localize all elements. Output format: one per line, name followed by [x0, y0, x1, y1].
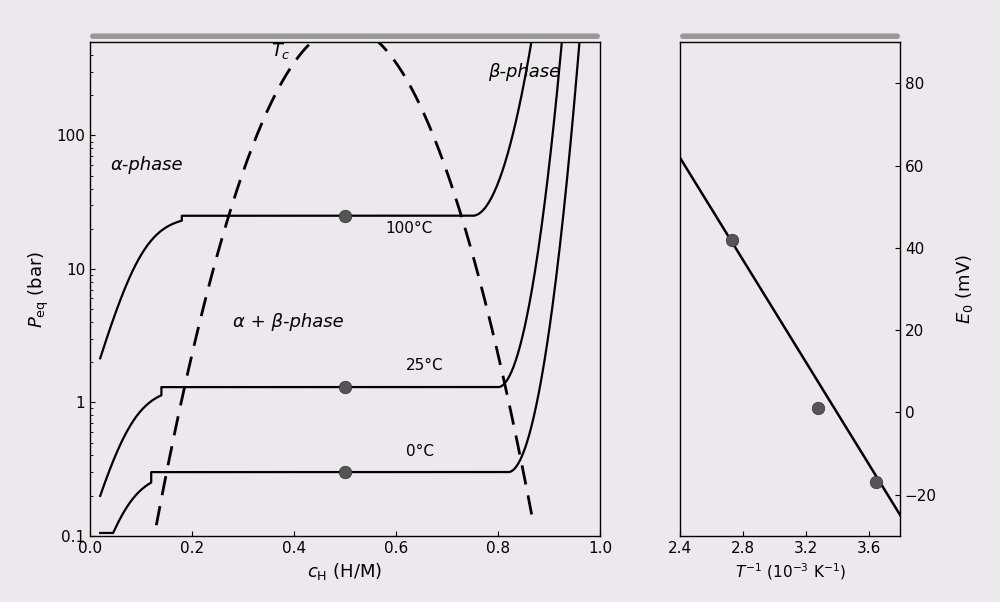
Text: 0°C: 0°C: [406, 444, 434, 459]
X-axis label: $T^{-1}$ (10$^{-3}$ K$^{-1}$): $T^{-1}$ (10$^{-3}$ K$^{-1}$): [735, 561, 845, 582]
Text: α-phase: α-phase: [110, 156, 183, 174]
Text: 25°C: 25°C: [406, 358, 444, 373]
Y-axis label: $P_{\mathrm{eq}}$ (bar): $P_{\mathrm{eq}}$ (bar): [27, 250, 51, 327]
Text: β-phase: β-phase: [488, 63, 560, 81]
Text: $T_c$: $T_c$: [271, 41, 291, 61]
X-axis label: $c_{\mathrm{H}}$ (H/M): $c_{\mathrm{H}}$ (H/M): [307, 561, 383, 582]
Text: α + β-phase: α + β-phase: [233, 313, 344, 331]
Y-axis label: $E_0$ (mV): $E_0$ (mV): [954, 254, 975, 324]
Text: 100°C: 100°C: [386, 221, 433, 236]
